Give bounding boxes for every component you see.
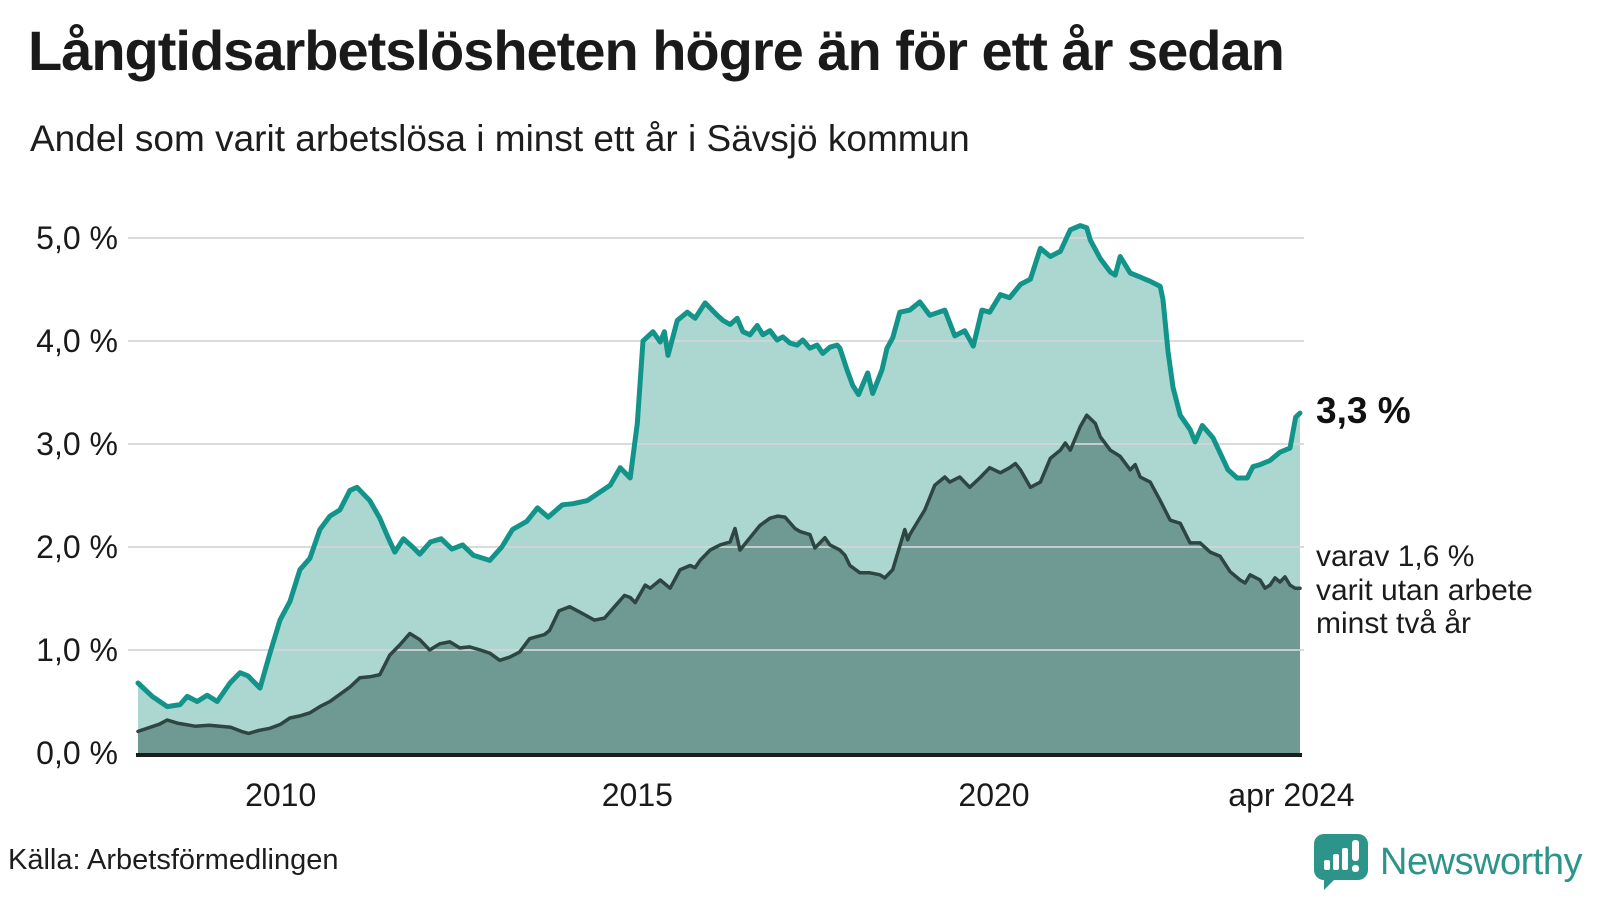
y-tick-label: 3,0 % — [36, 426, 118, 462]
page-title: Långtidsarbetslösheten högre än för ett … — [28, 19, 1285, 82]
x-tick-label: 2020 — [958, 777, 1029, 813]
series2-area — [138, 415, 1300, 753]
source-credit: Källa: Arbetsförmedlingen — [8, 844, 339, 876]
newsworthy-logo-icon — [1314, 834, 1369, 890]
series1-line — [135, 223, 1303, 710]
y-tick-label: 2,0 % — [36, 529, 118, 565]
x-tick-label: apr 2024 — [1228, 777, 1354, 813]
series2-note-line2: varit utan arbete — [1316, 573, 1533, 607]
brand-logo: Newsworthy — [1312, 832, 1582, 892]
series2-note-line1: varav 1,6 % — [1316, 540, 1475, 573]
y-tick-label: 1,0 % — [36, 632, 118, 668]
series1-end-value-label: 3,3 % — [1316, 390, 1411, 431]
series2-note-label: varav 1,6 % varit utan arbete minst två … — [1316, 540, 1576, 641]
x-tick-label: 2015 — [602, 777, 673, 813]
brand-name: Newsworthy — [1380, 840, 1582, 883]
y-tick-label: 4,0 % — [36, 323, 118, 359]
logo-bubble-shape — [1314, 834, 1369, 890]
y-tick-label: 0,0 % — [36, 735, 118, 771]
series2-line — [136, 413, 1302, 736]
x-tick-label: 2010 — [245, 777, 316, 813]
y-tick-label: 5,0 % — [36, 220, 118, 256]
series2-note-line3: minst två år — [1316, 607, 1472, 641]
chart-subtitle: Andel som varit arbetslösa i minst ett å… — [30, 118, 970, 159]
